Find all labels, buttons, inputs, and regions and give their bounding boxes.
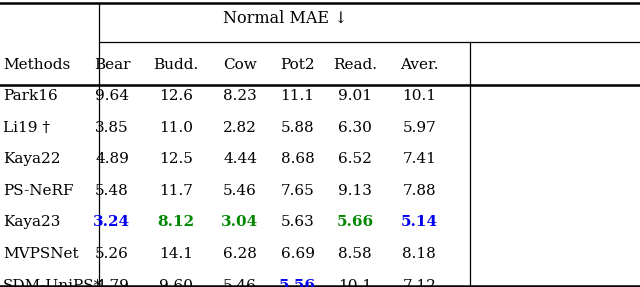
Text: 9.13: 9.13 xyxy=(339,184,372,198)
Text: 4.44: 4.44 xyxy=(223,152,257,166)
Text: Read.: Read. xyxy=(333,58,377,71)
Text: Cow: Cow xyxy=(223,58,257,71)
Text: 4.79: 4.79 xyxy=(95,279,129,287)
Text: 4.89: 4.89 xyxy=(95,152,129,166)
Text: MVPSNet: MVPSNet xyxy=(3,247,79,261)
Text: 12.5: 12.5 xyxy=(159,152,193,166)
Text: 5.46: 5.46 xyxy=(223,184,257,198)
Text: 8.23: 8.23 xyxy=(223,89,257,103)
Text: 14.1: 14.1 xyxy=(159,247,193,261)
Text: Budd.: Budd. xyxy=(154,58,198,71)
Text: 5.14: 5.14 xyxy=(401,216,438,229)
Text: 7.12: 7.12 xyxy=(403,279,436,287)
Text: Pot2: Pot2 xyxy=(280,58,315,71)
Text: 5.48: 5.48 xyxy=(95,184,129,198)
Text: Aver.: Aver. xyxy=(400,58,438,71)
Text: 5.63: 5.63 xyxy=(281,216,314,229)
Text: PS-NeRF: PS-NeRF xyxy=(3,184,74,198)
Text: Kaya22: Kaya22 xyxy=(3,152,61,166)
Text: 11.0: 11.0 xyxy=(159,121,193,135)
Text: SDM-UniPS*: SDM-UniPS* xyxy=(3,279,102,287)
Text: 6.52: 6.52 xyxy=(339,152,372,166)
Text: 3.24: 3.24 xyxy=(93,216,131,229)
Text: Kaya23: Kaya23 xyxy=(3,216,61,229)
Text: 6.28: 6.28 xyxy=(223,247,257,261)
Text: 10.1: 10.1 xyxy=(402,89,436,103)
Text: 5.66: 5.66 xyxy=(337,216,374,229)
Text: 2.82: 2.82 xyxy=(223,121,257,135)
Text: Li19 †: Li19 † xyxy=(3,121,50,135)
Text: 8.12: 8.12 xyxy=(157,216,195,229)
Text: 3.04: 3.04 xyxy=(221,216,259,229)
Text: Park16: Park16 xyxy=(3,89,58,103)
Text: 5.56: 5.56 xyxy=(279,279,316,287)
Text: 8.68: 8.68 xyxy=(281,152,314,166)
Text: Methods: Methods xyxy=(3,58,70,71)
Text: 7.65: 7.65 xyxy=(281,184,314,198)
Text: 5.97: 5.97 xyxy=(403,121,436,135)
Text: 8.58: 8.58 xyxy=(339,247,372,261)
Text: 11.7: 11.7 xyxy=(159,184,193,198)
Text: 9.64: 9.64 xyxy=(95,89,129,103)
Text: 11.1: 11.1 xyxy=(280,89,315,103)
Text: 6.69: 6.69 xyxy=(280,247,315,261)
Text: Normal MAE ↓: Normal MAE ↓ xyxy=(223,10,347,27)
Text: 10.1: 10.1 xyxy=(338,279,372,287)
Text: 7.88: 7.88 xyxy=(403,184,436,198)
Text: 9.60: 9.60 xyxy=(159,279,193,287)
Text: Bear: Bear xyxy=(93,58,131,71)
Text: 9.01: 9.01 xyxy=(338,89,372,103)
Text: 5.46: 5.46 xyxy=(223,279,257,287)
Text: 5.88: 5.88 xyxy=(281,121,314,135)
Text: 7.41: 7.41 xyxy=(403,152,436,166)
Text: 8.18: 8.18 xyxy=(403,247,436,261)
Text: 5.26: 5.26 xyxy=(95,247,129,261)
Text: 6.30: 6.30 xyxy=(339,121,372,135)
Text: 3.85: 3.85 xyxy=(95,121,129,135)
Text: 12.6: 12.6 xyxy=(159,89,193,103)
